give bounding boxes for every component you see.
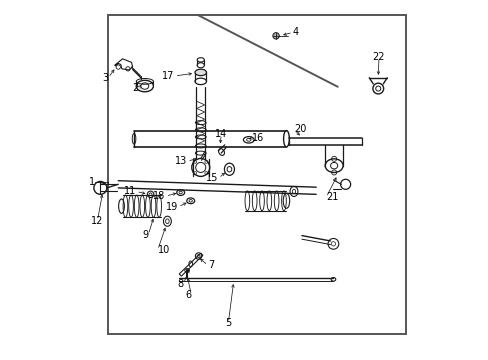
Text: 11: 11 (123, 186, 136, 197)
Text: 4: 4 (292, 27, 299, 37)
Text: 22: 22 (372, 52, 385, 62)
Text: 20: 20 (293, 124, 306, 134)
Text: 3: 3 (102, 73, 108, 83)
Text: 15: 15 (206, 173, 218, 183)
Text: 12: 12 (91, 216, 103, 225)
Ellipse shape (195, 69, 206, 76)
Text: 16: 16 (251, 133, 264, 143)
Bar (108, 15, 405, 334)
Text: 2: 2 (132, 83, 139, 93)
Text: 21: 21 (325, 192, 338, 202)
Text: 1: 1 (89, 177, 95, 187)
Text: 18: 18 (153, 191, 165, 201)
Circle shape (272, 33, 279, 39)
Text: 17: 17 (162, 71, 174, 81)
Text: 13: 13 (175, 156, 187, 166)
Text: 8: 8 (177, 279, 183, 289)
Text: 9: 9 (142, 230, 148, 239)
Text: 5: 5 (225, 318, 231, 328)
Text: 7: 7 (207, 260, 214, 270)
Text: 19: 19 (165, 202, 178, 212)
Text: 10: 10 (158, 245, 170, 255)
Text: 14: 14 (215, 129, 227, 139)
Text: 6: 6 (185, 291, 191, 301)
